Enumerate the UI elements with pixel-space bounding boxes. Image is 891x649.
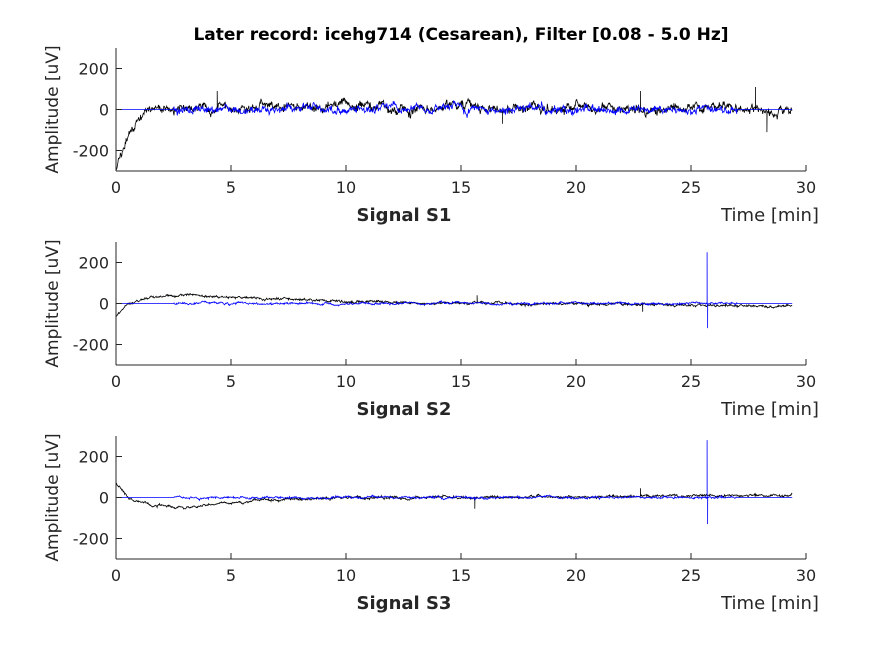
y-tick-label: 200 [78,60,109,79]
x-tick-label: 0 [111,178,121,197]
x-tick-label: 20 [566,372,586,391]
y-axis-label: Amplitude [uV] [43,433,63,561]
x-tick-label: 10 [336,178,356,197]
x-axis-label: Time [min] [720,593,819,614]
y-axis-label: Amplitude [uV] [43,45,63,173]
y-axis-label: Amplitude [uV] [43,239,63,367]
x-tick-label: 30 [796,566,816,585]
x-tick-label: 15 [451,566,471,585]
x-tick-label: 15 [451,372,471,391]
x-tick-label: 30 [796,178,816,197]
x-tick-label: 0 [111,566,121,585]
panel-label: Signal S3 [357,593,452,614]
series-raw-line [116,86,793,170]
panel-label: Signal S1 [357,205,452,226]
y-tick-label: 0 [99,489,109,508]
x-axis-label: Time [min] [720,205,819,226]
panel-label: Signal S2 [357,399,452,420]
x-tick-label: 0 [111,372,121,391]
series-filtered-line [116,100,793,118]
series-raw-line [116,293,793,317]
x-tick-label: 5 [226,566,236,585]
y-tick-label: 200 [78,448,109,467]
x-tick-label: 30 [796,372,816,391]
series-filtered-line [116,252,793,329]
x-axis-label: Time [min] [720,399,819,420]
series-filtered-line [116,440,793,525]
y-tick-label: -200 [73,530,109,549]
x-tick-label: 10 [336,566,356,585]
y-tick-label: -200 [73,336,109,355]
x-tick-label: 20 [566,178,586,197]
y-tick-label: 0 [99,295,109,314]
figure-title: Later record: icehg714 (Cesarean), Filte… [193,25,728,45]
x-tick-label: 25 [681,566,701,585]
x-tick-label: 20 [566,566,586,585]
series-raw-line [116,482,793,510]
x-tick-label: 25 [681,372,701,391]
y-tick-label: 0 [99,101,109,120]
x-tick-label: 15 [451,178,471,197]
x-tick-label: 5 [226,178,236,197]
x-tick-label: 10 [336,372,356,391]
x-tick-label: 25 [681,178,701,197]
y-tick-label: 200 [78,254,109,273]
y-tick-label: -200 [73,142,109,161]
x-tick-label: 5 [226,372,236,391]
